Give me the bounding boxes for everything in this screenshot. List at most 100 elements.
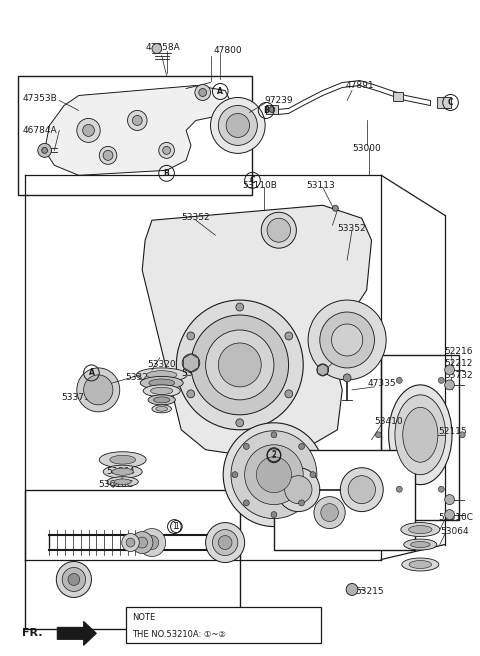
Text: 2: 2 xyxy=(272,451,276,461)
Circle shape xyxy=(42,148,48,154)
Circle shape xyxy=(308,300,386,380)
Text: 53215: 53215 xyxy=(355,587,384,596)
Ellipse shape xyxy=(403,407,438,462)
Ellipse shape xyxy=(146,371,177,379)
Circle shape xyxy=(218,535,232,550)
Circle shape xyxy=(267,218,290,242)
Circle shape xyxy=(38,144,51,157)
Circle shape xyxy=(269,106,275,112)
Circle shape xyxy=(159,142,174,158)
Circle shape xyxy=(83,125,95,136)
Ellipse shape xyxy=(156,407,168,411)
Circle shape xyxy=(340,468,383,512)
Text: 53236: 53236 xyxy=(181,369,210,379)
Text: 53113: 53113 xyxy=(306,181,335,190)
Circle shape xyxy=(226,113,250,137)
Circle shape xyxy=(444,510,455,520)
Circle shape xyxy=(152,43,162,54)
Circle shape xyxy=(77,368,120,412)
Text: 53610C: 53610C xyxy=(438,513,473,522)
Circle shape xyxy=(396,377,402,383)
Circle shape xyxy=(223,423,324,527)
Ellipse shape xyxy=(404,539,437,550)
Circle shape xyxy=(243,443,249,449)
Ellipse shape xyxy=(110,455,135,464)
Text: 53320A: 53320A xyxy=(243,358,277,367)
Text: 52212: 52212 xyxy=(444,359,473,369)
Text: NOTE: NOTE xyxy=(132,613,156,622)
Bar xyxy=(393,92,403,102)
Ellipse shape xyxy=(148,395,175,405)
Circle shape xyxy=(231,431,317,519)
Circle shape xyxy=(236,303,244,311)
Text: 53352: 53352 xyxy=(337,224,366,233)
Text: A: A xyxy=(88,369,95,377)
Text: 55732: 55732 xyxy=(444,371,473,380)
Circle shape xyxy=(205,523,245,562)
Ellipse shape xyxy=(409,560,432,569)
Circle shape xyxy=(343,374,351,382)
Text: 47891: 47891 xyxy=(345,81,374,90)
Circle shape xyxy=(314,497,345,529)
Text: 1: 1 xyxy=(174,522,179,531)
Text: 53110B: 53110B xyxy=(243,181,277,190)
Circle shape xyxy=(191,315,288,415)
Circle shape xyxy=(138,529,166,556)
Text: 53610C: 53610C xyxy=(98,480,133,489)
Text: B: B xyxy=(263,106,269,115)
Ellipse shape xyxy=(154,397,170,403)
Circle shape xyxy=(213,529,238,556)
Circle shape xyxy=(375,432,381,438)
Text: 47800: 47800 xyxy=(214,46,242,55)
Bar xyxy=(25,489,240,629)
Ellipse shape xyxy=(136,368,187,382)
Text: 53410: 53410 xyxy=(374,417,403,426)
Bar xyxy=(126,607,321,644)
Ellipse shape xyxy=(401,523,440,537)
Circle shape xyxy=(122,533,139,552)
Bar xyxy=(381,355,459,520)
Ellipse shape xyxy=(149,379,175,387)
Circle shape xyxy=(187,332,195,340)
Ellipse shape xyxy=(143,385,180,397)
Ellipse shape xyxy=(395,395,446,475)
Text: 47335: 47335 xyxy=(368,379,396,388)
Circle shape xyxy=(243,500,249,506)
Ellipse shape xyxy=(151,387,173,394)
Text: 53000: 53000 xyxy=(352,144,381,153)
Polygon shape xyxy=(142,205,372,455)
Circle shape xyxy=(205,330,274,400)
Ellipse shape xyxy=(107,477,138,487)
Circle shape xyxy=(299,443,304,449)
Circle shape xyxy=(218,106,257,146)
Circle shape xyxy=(62,567,85,592)
Text: B: B xyxy=(164,169,169,178)
Circle shape xyxy=(68,573,80,585)
Circle shape xyxy=(236,419,244,427)
Bar xyxy=(274,450,415,550)
Polygon shape xyxy=(318,364,328,376)
Text: 53040A: 53040A xyxy=(232,348,267,356)
Circle shape xyxy=(333,205,338,211)
Circle shape xyxy=(438,486,444,492)
Circle shape xyxy=(176,300,303,430)
Text: 47353B: 47353B xyxy=(22,94,57,103)
Text: 53352: 53352 xyxy=(181,213,210,222)
Polygon shape xyxy=(45,85,230,175)
Circle shape xyxy=(195,85,211,100)
Text: 52216: 52216 xyxy=(444,348,473,356)
Circle shape xyxy=(103,150,113,160)
Bar xyxy=(266,106,278,114)
Ellipse shape xyxy=(99,452,146,468)
Circle shape xyxy=(321,504,338,522)
Text: 53064: 53064 xyxy=(106,467,135,476)
Circle shape xyxy=(438,377,444,383)
Circle shape xyxy=(459,432,465,438)
Text: THE NO.53210A: ①~②: THE NO.53210A: ①~② xyxy=(132,630,226,639)
Text: 53371B: 53371B xyxy=(61,394,96,402)
Text: A: A xyxy=(217,87,223,96)
Circle shape xyxy=(277,468,320,512)
Circle shape xyxy=(332,324,363,356)
Ellipse shape xyxy=(103,465,142,478)
Bar xyxy=(437,98,451,108)
